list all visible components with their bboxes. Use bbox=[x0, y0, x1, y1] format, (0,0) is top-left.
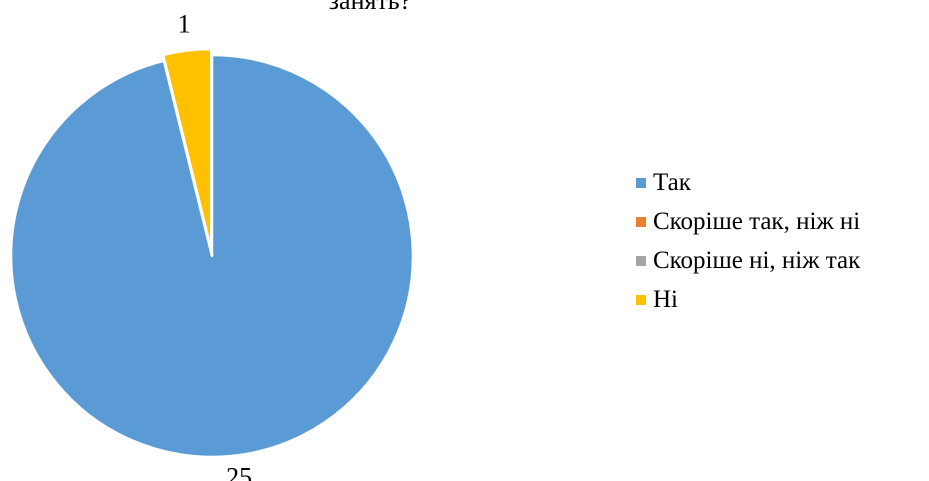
legend-label-skorishe-tak: Скоріше так, ніж ні bbox=[653, 207, 861, 235]
chart-title: занять? bbox=[328, 0, 412, 15]
legend-item-skorishe-ni: Скоріше ні, ніж так bbox=[636, 241, 860, 280]
chart-legend: Так Скоріше так, ніж ні Скоріше ні, ніж … bbox=[636, 163, 860, 319]
legend-item-skorishe-tak: Скоріше так, ніж ні bbox=[636, 202, 860, 241]
legend-item-ni: Ні bbox=[636, 280, 860, 319]
legend-label-skorishe-ni: Скоріше ні, ніж так bbox=[653, 246, 861, 274]
pie-slice-tak bbox=[9, 53, 415, 459]
legend-swatch-skorishe-ni bbox=[636, 255, 646, 266]
data-label-ni: 1 bbox=[178, 10, 191, 39]
data-label-tak: 25 bbox=[226, 462, 252, 481]
pie-slice-ni bbox=[161, 47, 213, 252]
legend-label-ni: Ні bbox=[653, 285, 678, 313]
legend-swatch-skorishe-tak bbox=[636, 216, 646, 227]
legend-swatch-ni bbox=[636, 294, 646, 305]
legend-label-tak: Так bbox=[653, 168, 691, 196]
legend-swatch-tak bbox=[636, 177, 646, 188]
legend-item-tak: Так bbox=[636, 163, 860, 202]
